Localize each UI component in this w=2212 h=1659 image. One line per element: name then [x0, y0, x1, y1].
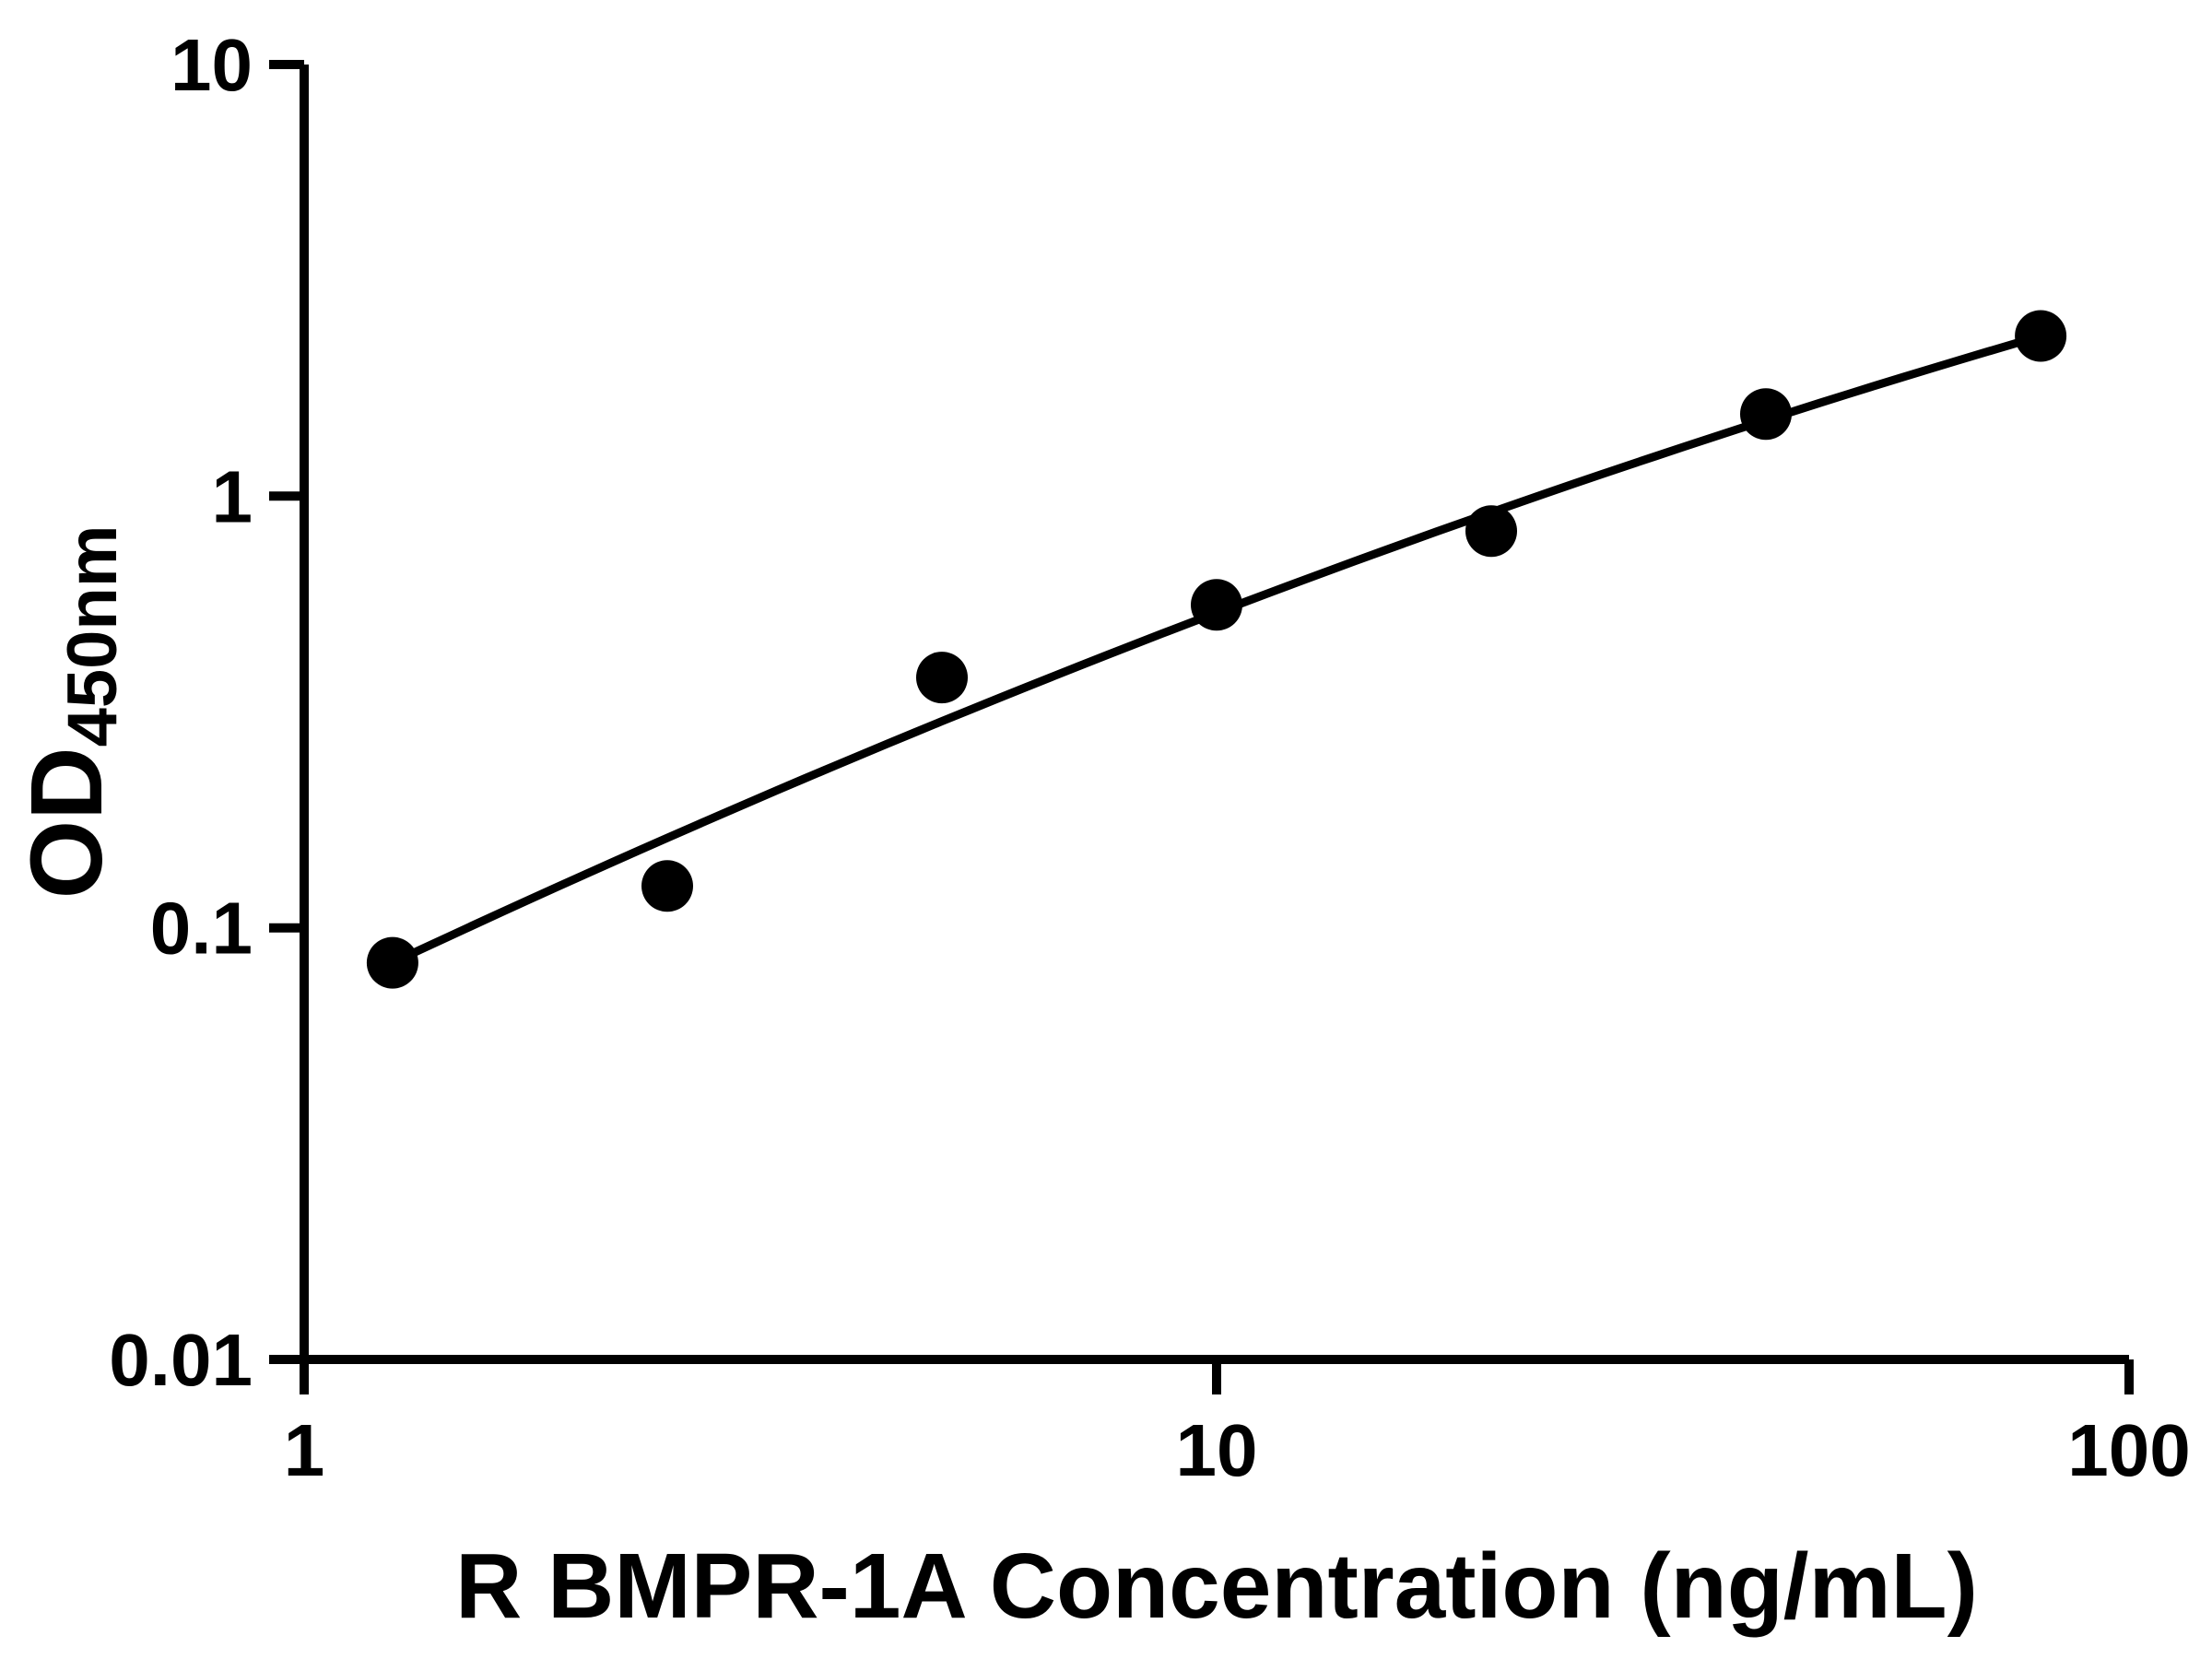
x-axis-title: R BMPR-1A Concentration (ng/mL): [455, 1535, 1978, 1638]
fit-curve-layer: [390, 332, 2042, 967]
data-point: [916, 652, 968, 704]
y-axis-title-sub: 450nm: [53, 525, 132, 747]
y-axis-title: OD450nm: [10, 525, 132, 900]
axis-labels-layer: 1 10 100 0.01 0.1 1 10 R BMPR-1A Concentration …: [10, 24, 2191, 1638]
data-points-layer: [366, 310, 2067, 989]
axis-lines: [300, 65, 2129, 1364]
data-point: [366, 936, 418, 989]
data-point: [1740, 388, 1792, 441]
x-tick-label: 10: [1176, 1409, 1258, 1491]
y-tick-label: 0.1: [150, 888, 253, 970]
y-tick-label: 1: [212, 455, 253, 537]
y-axis-title-main: OD: [10, 747, 124, 899]
data-point: [2015, 310, 2067, 362]
axes-layer: [269, 60, 2134, 1394]
data-point: [641, 860, 693, 912]
fit-curve: [390, 332, 2042, 967]
data-point: [1191, 579, 1242, 631]
y-tick-label: 0.01: [109, 1319, 253, 1401]
y-tick-label: 10: [171, 24, 253, 106]
x-tick-label: 1: [284, 1409, 325, 1491]
data-point: [1465, 505, 1517, 558]
x-tick-label: 100: [2067, 1409, 2190, 1491]
